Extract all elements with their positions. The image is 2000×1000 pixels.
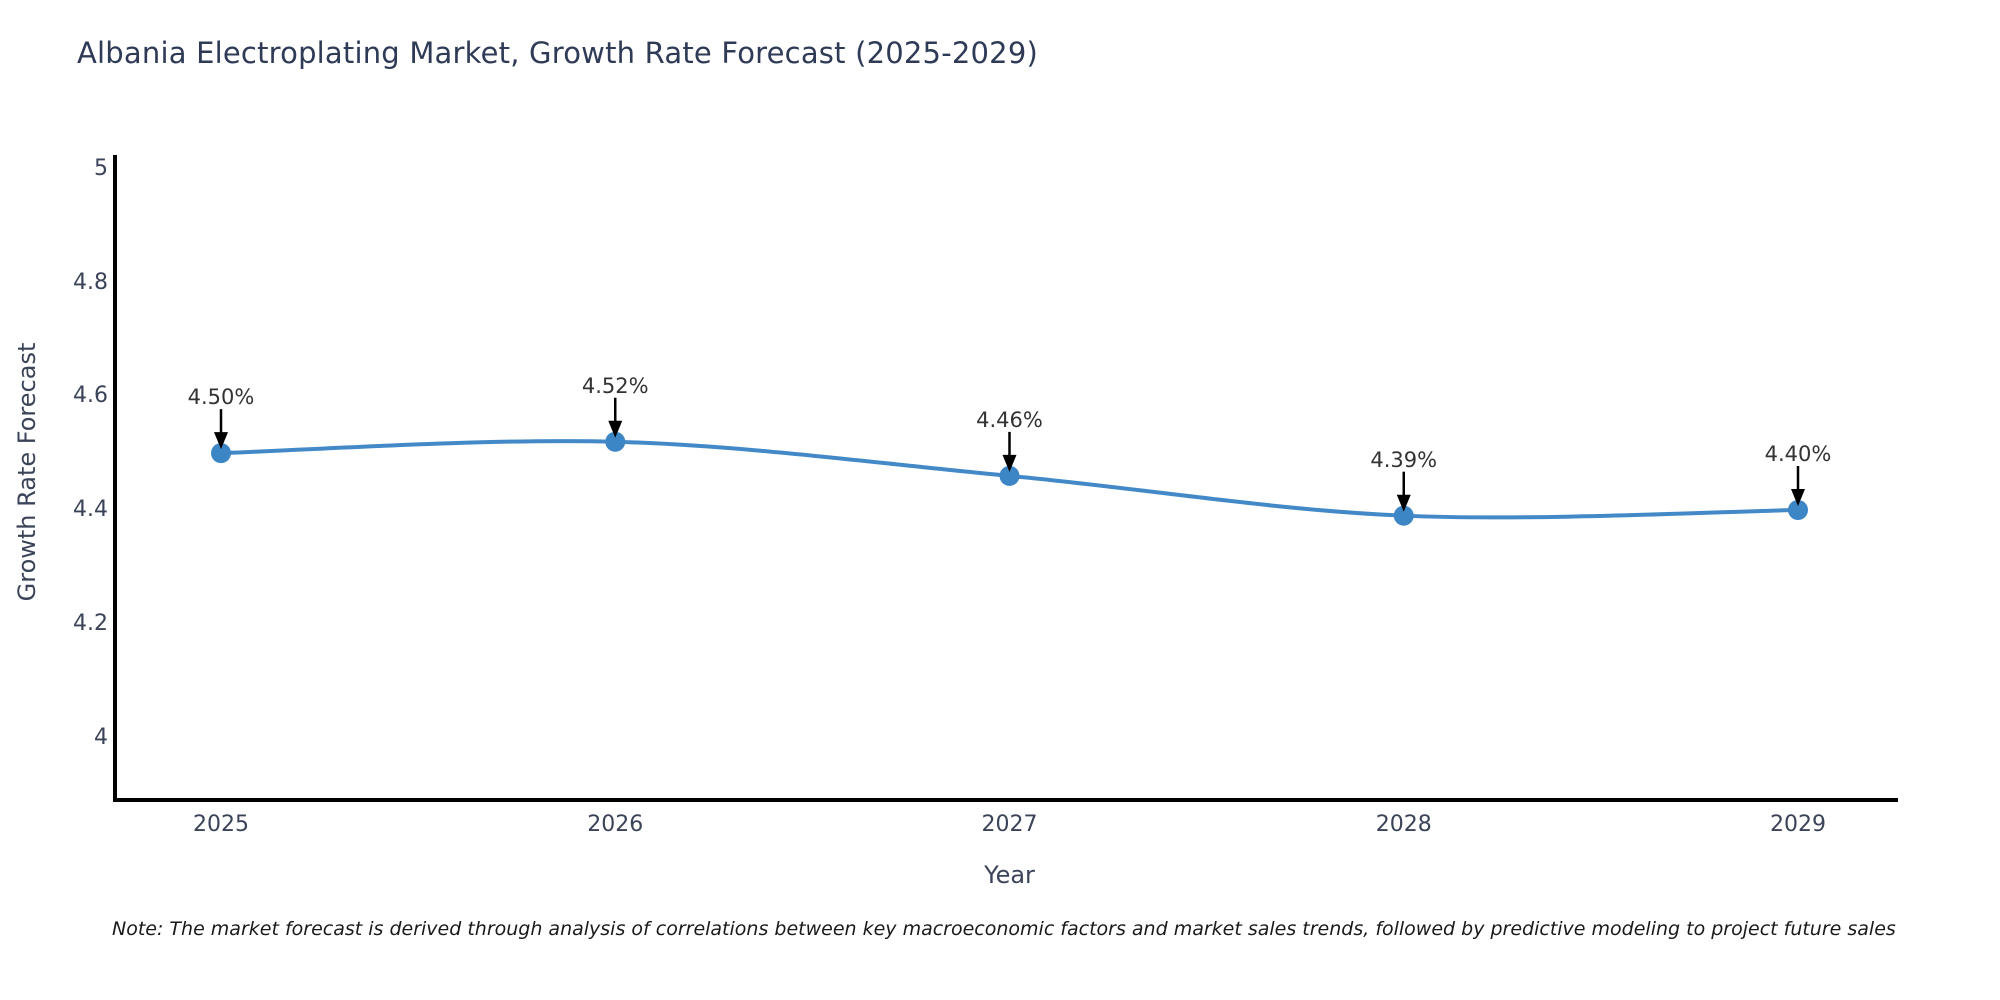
y-tick-label: 4.2 [73,610,108,636]
x-tick-label: 2028 [1375,812,1432,837]
y-axis-title: Growth Rate Forecast [13,342,41,602]
y-tick-label: 4.4 [73,497,108,522]
y-tick-label: 4.8 [73,269,108,295]
annotation-arrowhead [214,432,228,450]
annotation-arrowhead [1002,454,1017,472]
x-tick-label: 2026 [587,812,644,837]
point-annotation-label: 4.39% [1370,447,1438,472]
point-annotation-label: 4.52% [581,373,649,398]
point-annotation-label: 4.46% [976,407,1043,432]
x-axis-title: Year [984,861,1035,889]
x-tick-label: 2027 [981,812,1038,837]
chart-footnote: Note: The market forecast is derived thr… [112,918,1896,940]
chart-title: Albania Electroplating Market, Growth Ra… [77,36,1038,70]
data-point-marker [999,465,1020,486]
data-point-marker [605,431,626,452]
data-point-marker [1393,505,1414,526]
y-tick-label: 4.6 [73,383,108,409]
data-point-marker [1788,500,1808,520]
x-tick-label: 2025 [193,812,249,837]
data-point-marker [211,443,231,464]
point-annotation-label: 4.40% [1764,442,1832,466]
point-annotation-label: 4.50% [187,385,255,410]
annotation-arrowhead [608,420,623,438]
axis-spines [113,155,1898,802]
y-tick-label: 5 [94,155,108,181]
x-tick-label: 2029 [1770,812,1826,837]
annotation-arrowhead [1791,489,1805,506]
y-tick-label: 4 [94,724,108,750]
annotation-arrowhead [1396,494,1411,512]
